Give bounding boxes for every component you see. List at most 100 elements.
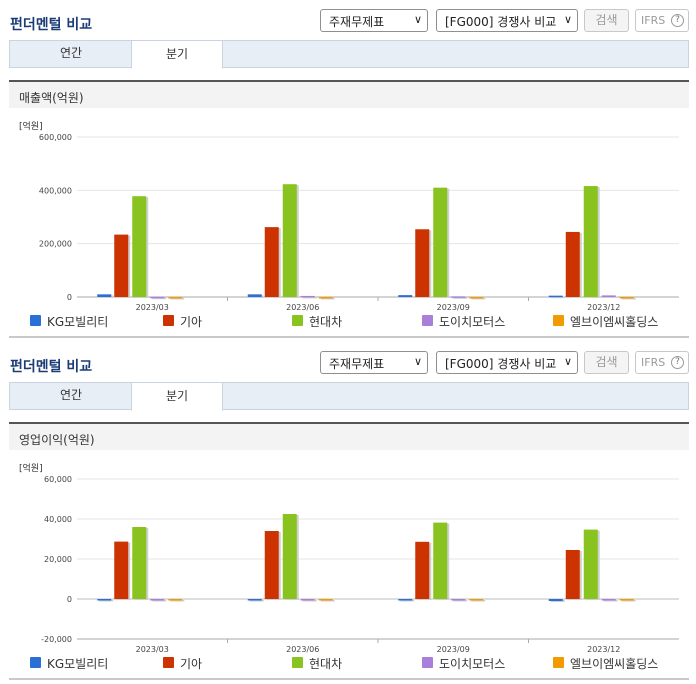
bar-기아-2023-09[interactable] xyxy=(415,229,430,297)
bar-kg모빌리티-2023-06[interactable] xyxy=(247,599,262,601)
bar-기아-2023-06[interactable] xyxy=(264,227,279,297)
search-button[interactable]: 검색 xyxy=(584,351,629,374)
legend-label: 도이치모터스 xyxy=(439,657,506,671)
report-type-value: 주재무제표 xyxy=(329,357,385,371)
comparison-group-select[interactable]: [FG000] 경쟁사 비교 ∨ xyxy=(436,351,578,374)
legend-label: KG모빌리티 xyxy=(47,315,109,329)
bar-엘브이엠씨홀딩스-2023-03[interactable] xyxy=(168,599,183,601)
bar-엘브이엠씨홀딩스-2023-06[interactable] xyxy=(318,599,333,601)
bar-shadow xyxy=(603,296,618,298)
bar-엘브이엠씨홀딩스-2023-06[interactable] xyxy=(318,296,333,299)
x-tick-label: 2023/06 xyxy=(286,645,319,654)
legend-label: 현대차 xyxy=(309,657,343,671)
bar-shadow xyxy=(453,600,468,602)
tab-quarterly[interactable]: 분기 xyxy=(131,40,223,69)
chevron-down-icon: ∨ xyxy=(413,355,422,368)
bar-도이치모터스-2023-12[interactable] xyxy=(601,599,616,601)
legend-swatch xyxy=(163,657,174,668)
fundamental-comparison-panel-operating-profit: 펀더멘털 비교 주재무제표 ∨ [FG000] 경쟁사 비교 ∨ 검색 IFRS… xyxy=(0,342,696,684)
help-icon[interactable]: ? xyxy=(671,356,684,369)
bar-kg모빌리티-2023-09[interactable] xyxy=(398,295,413,297)
bar-도이치모터스-2023-03[interactable] xyxy=(150,296,165,299)
bar-도이치모터스-2023-06[interactable] xyxy=(300,295,315,298)
legend-swatch xyxy=(163,315,174,326)
bar-도이치모터스-2023-09[interactable] xyxy=(451,296,466,298)
panel-header: 펀더멘털 비교 주재무제표 ∨ [FG000] 경쟁사 비교 ∨ 검색 IFRS… xyxy=(0,342,696,382)
bar-shadow xyxy=(400,296,415,298)
tab-annual[interactable]: 연간 xyxy=(59,388,83,402)
y-tick-label: 0 xyxy=(67,595,72,604)
bar-도이치모터스-2023-06[interactable] xyxy=(300,599,315,601)
operating-profit-bar-chart: -20,000 0 20,000 40,000 60,000 2023/03 2023/06… xyxy=(41,475,679,654)
legend-swatch xyxy=(292,315,303,326)
bar-도이치모터스-2023-09[interactable] xyxy=(451,599,466,601)
comparison-group-select[interactable]: [FG000] 경쟁사 비교 ∨ xyxy=(436,9,578,32)
ifrs-label: IFRS xyxy=(641,356,666,369)
bar-현대차-2023-09[interactable] xyxy=(433,522,448,599)
legend-swatch xyxy=(553,657,564,668)
chevron-down-icon: ∨ xyxy=(563,13,572,26)
y-tick-label: 600,000 xyxy=(39,133,72,142)
divider xyxy=(9,678,689,680)
legend-label: KG모빌리티 xyxy=(47,657,109,671)
bar-기아-2023-06[interactable] xyxy=(264,531,279,599)
report-type-select[interactable]: 주재무제표 ∨ xyxy=(320,9,428,32)
bar-현대차-2023-09[interactable] xyxy=(433,187,448,297)
tab-annual[interactable]: 연간 xyxy=(59,46,83,60)
comparison-group-value: [FG000] 경쟁사 비교 xyxy=(445,357,557,371)
bar-기아-2023-09[interactable] xyxy=(415,541,430,599)
bar-엘브이엠씨홀딩스-2023-09[interactable] xyxy=(469,599,484,601)
chart-legend: KG모빌리티 기아 현대차 도이치모터스 엘브이엠씨홀딩스 xyxy=(30,313,690,329)
y-tick-label: 60,000 xyxy=(44,475,72,484)
chart-title: 매출액(억원) xyxy=(9,80,689,108)
bar-엘브이엠씨홀딩스-2023-03[interactable] xyxy=(168,296,183,299)
bar-kg모빌리티-2023-12[interactable] xyxy=(548,295,563,298)
bar-현대차-2023-03[interactable] xyxy=(132,527,147,599)
tab-quarterly[interactable]: 분기 xyxy=(131,382,223,411)
comparison-group-value: [FG000] 경쟁사 비교 xyxy=(445,15,557,29)
bar-kg모빌리티-2023-12[interactable] xyxy=(548,599,563,601)
bar-shadow xyxy=(302,600,317,602)
x-tick-label: 2023/03 xyxy=(136,645,169,654)
help-icon[interactable]: ? xyxy=(671,14,684,27)
bar-기아-2023-03[interactable] xyxy=(114,541,129,599)
bar-엘브이엠씨홀딩스-2023-09[interactable] xyxy=(469,296,484,299)
bar-kg모빌리티-2023-06[interactable] xyxy=(247,294,262,297)
bar-기아-2023-12[interactable] xyxy=(565,231,580,297)
legend-swatch xyxy=(30,315,41,326)
legend-label: 현대차 xyxy=(309,315,343,329)
ifrs-button[interactable]: IFRS ? xyxy=(635,351,689,374)
search-button[interactable]: 검색 xyxy=(584,9,629,32)
bar-엘브이엠씨홀딩스-2023-12[interactable] xyxy=(619,599,634,601)
bar-도이치모터스-2023-12[interactable] xyxy=(601,295,616,297)
bar-현대차-2023-03[interactable] xyxy=(132,196,147,297)
bar-현대차-2023-12[interactable] xyxy=(583,529,598,599)
legend-label: 엘브이엠씨홀딩스 xyxy=(570,315,659,329)
bar-kg모빌리티-2023-03[interactable] xyxy=(97,599,112,601)
bar-도이치모터스-2023-03[interactable] xyxy=(150,599,165,601)
bar-kg모빌리티-2023-09[interactable] xyxy=(398,599,413,601)
bar-현대차-2023-06[interactable] xyxy=(282,514,297,599)
ifrs-button[interactable]: IFRS ? xyxy=(635,9,689,32)
section-title: 펀더멘털 비교 xyxy=(10,359,93,375)
bar-shadow xyxy=(152,297,167,300)
bar-shadow xyxy=(400,600,415,602)
report-type-select[interactable]: 주재무제표 ∨ xyxy=(320,351,428,374)
bar-기아-2023-12[interactable] xyxy=(565,550,580,599)
bar-shadow xyxy=(471,600,486,602)
y-tick-label: 0 xyxy=(67,293,72,302)
bar-현대차-2023-12[interactable] xyxy=(583,186,598,297)
bar-기아-2023-03[interactable] xyxy=(114,234,129,297)
bar-현대차-2023-06[interactable] xyxy=(282,184,297,297)
legend-swatch xyxy=(30,657,41,668)
bar-shadow xyxy=(621,600,636,602)
fundamental-comparison-panel-sales: 펀더멘털 비교 주재무제표 ∨ [FG000] 경쟁사 비교 ∨ 검색 IFRS… xyxy=(9,9,690,338)
chevron-down-icon: ∨ xyxy=(413,13,422,26)
divider xyxy=(9,336,689,338)
bar-엘브이엠씨홀딩스-2023-12[interactable] xyxy=(619,296,634,299)
x-tick-label: 2023/12 xyxy=(587,303,620,312)
y-tick-label: 40,000 xyxy=(44,515,72,524)
bar-shadow xyxy=(170,600,185,602)
y-tick-label: 400,000 xyxy=(39,186,72,195)
bar-kg모빌리티-2023-03[interactable] xyxy=(97,294,112,297)
